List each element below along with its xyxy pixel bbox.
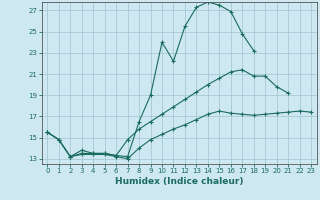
- X-axis label: Humidex (Indice chaleur): Humidex (Indice chaleur): [115, 177, 244, 186]
